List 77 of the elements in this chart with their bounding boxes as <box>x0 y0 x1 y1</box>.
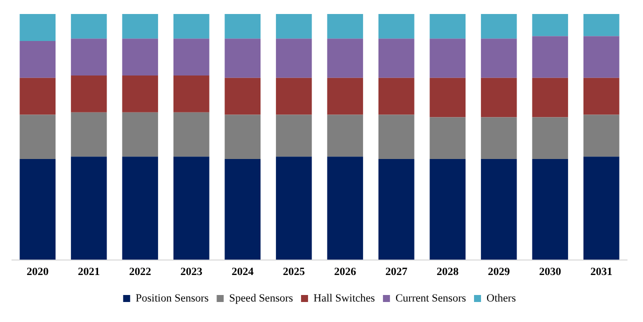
bar <box>430 159 466 260</box>
x-tick-label: 2020 <box>26 266 50 278</box>
x-tick-label: 2028 <box>436 266 460 278</box>
bar <box>480 14 517 39</box>
x-tick-label: 2031 <box>590 266 612 278</box>
bar <box>70 112 107 157</box>
bar <box>327 114 364 157</box>
bar <box>480 38 517 78</box>
bar <box>20 78 56 115</box>
x-tick-label: 2023 <box>180 266 203 278</box>
bar <box>173 38 210 76</box>
bar <box>583 114 620 157</box>
bar <box>480 117 517 160</box>
bar <box>532 36 568 78</box>
bar <box>583 78 620 115</box>
bar <box>70 38 107 76</box>
bar <box>173 112 210 157</box>
bar <box>327 14 364 39</box>
bar <box>20 114 56 160</box>
bar <box>224 114 261 160</box>
legend-label: Hall Switches <box>314 292 375 304</box>
bar <box>122 14 158 39</box>
bar <box>70 156 107 260</box>
bar <box>276 114 312 157</box>
x-tick-label: 2024 <box>232 266 254 278</box>
bar <box>430 38 466 78</box>
bar <box>327 38 364 78</box>
bar <box>224 78 261 115</box>
bar <box>20 159 56 260</box>
bar <box>378 14 414 39</box>
bar <box>378 114 414 160</box>
bar <box>480 78 517 118</box>
bar <box>532 159 568 260</box>
x-tick-label: 2026 <box>334 266 357 278</box>
bar <box>532 117 568 160</box>
bar <box>122 112 158 157</box>
legend-label: Current Sensors <box>395 292 466 304</box>
bar <box>122 75 158 112</box>
bar <box>70 14 107 39</box>
bar <box>327 156 364 260</box>
bar <box>276 156 312 260</box>
bar <box>173 14 210 39</box>
bar <box>122 38 158 76</box>
bar <box>532 78 568 118</box>
bar <box>276 14 312 39</box>
bar <box>532 14 568 36</box>
bar <box>327 78 364 115</box>
x-tick-label: 2029 <box>488 266 510 278</box>
bar <box>224 38 261 78</box>
bar <box>20 14 56 42</box>
bar <box>378 159 414 260</box>
bar <box>173 156 210 260</box>
x-tick-label: 2022 <box>129 266 152 278</box>
x-tick-label: 2030 <box>539 266 562 278</box>
bar <box>430 78 466 118</box>
legend-label: Speed Sensors <box>229 292 294 304</box>
bar <box>224 14 261 39</box>
bar <box>122 156 158 260</box>
legend-label: Others <box>486 292 516 304</box>
x-tick-label: 2021 <box>78 266 100 278</box>
bar <box>583 14 620 36</box>
x-tick-label: 2027 <box>385 266 408 278</box>
bar <box>378 78 414 115</box>
x-tick-label: 2025 <box>282 266 306 278</box>
bar <box>378 38 414 78</box>
bar <box>480 159 517 260</box>
bar <box>70 75 107 112</box>
legend-label: Position Sensors <box>136 292 209 304</box>
bar <box>583 156 620 260</box>
bar <box>430 117 466 160</box>
bar <box>224 159 261 260</box>
bar <box>430 14 466 39</box>
bar <box>20 41 56 78</box>
bar <box>276 38 312 78</box>
bar <box>583 36 620 78</box>
bar <box>173 75 210 112</box>
bar <box>276 78 312 115</box>
